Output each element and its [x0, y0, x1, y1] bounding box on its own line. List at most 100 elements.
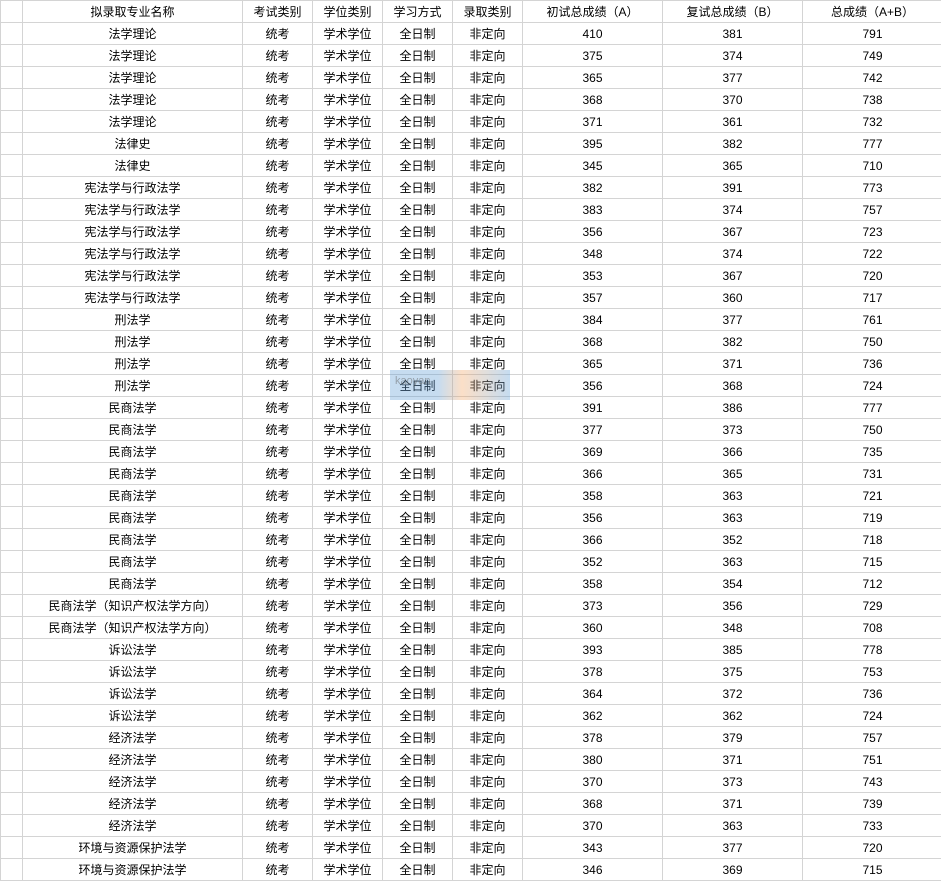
table-cell: 非定向	[453, 67, 523, 89]
table-row: 民商法学统考学术学位全日制非定向356363719	[1, 507, 941, 529]
table-row: 民商法学统考学术学位全日制非定向358363721	[1, 485, 941, 507]
header-score-b: 复试总成绩（B）	[663, 1, 803, 23]
table-cell: 非定向	[453, 639, 523, 661]
table-cell: 非定向	[453, 23, 523, 45]
table-cell: 民商法学（知识产权法学方向）	[23, 617, 243, 639]
table-cell: 统考	[243, 177, 313, 199]
table-cell: 368	[523, 331, 663, 353]
row-header	[1, 529, 23, 551]
table-cell: 民商法学	[23, 573, 243, 595]
table-cell: 348	[523, 243, 663, 265]
table-header-row: 拟录取专业名称 考试类别 学位类别 学习方式 录取类别 初试总成绩（A） 复试总…	[1, 1, 941, 23]
table-cell: 学术学位	[313, 309, 383, 331]
table-cell: 非定向	[453, 89, 523, 111]
header-major: 拟录取专业名称	[23, 1, 243, 23]
table-cell: 学术学位	[313, 331, 383, 353]
table-cell: 367	[663, 221, 803, 243]
table-cell: 统考	[243, 309, 313, 331]
row-header	[1, 309, 23, 331]
table-cell: 362	[523, 705, 663, 727]
table-cell: 统考	[243, 419, 313, 441]
header-score-a: 初试总成绩（A）	[523, 1, 663, 23]
table-cell: 719	[803, 507, 941, 529]
table-cell: 353	[523, 265, 663, 287]
table-cell: 民商法学	[23, 463, 243, 485]
table-cell: 全日制	[383, 177, 453, 199]
table-cell: 统考	[243, 617, 313, 639]
table-cell: 365	[663, 463, 803, 485]
table-cell: 717	[803, 287, 941, 309]
table-cell: 统考	[243, 573, 313, 595]
table-cell: 721	[803, 485, 941, 507]
table-cell: 731	[803, 463, 941, 485]
table-row: 环境与资源保护法学统考学术学位全日制非定向343377720	[1, 837, 941, 859]
table-cell: 356	[523, 375, 663, 397]
table-cell: 诉讼法学	[23, 705, 243, 727]
table-cell: 全日制	[383, 67, 453, 89]
table-cell: 384	[523, 309, 663, 331]
row-header	[1, 507, 23, 529]
table-cell: 学术学位	[313, 463, 383, 485]
table-row: 宪法学与行政法学统考学术学位全日制非定向348374722	[1, 243, 941, 265]
table-cell: 357	[523, 287, 663, 309]
row-header	[1, 89, 23, 111]
table-cell: 诉讼法学	[23, 661, 243, 683]
table-cell: 学术学位	[313, 573, 383, 595]
row-header	[1, 243, 23, 265]
admission-table: 拟录取专业名称 考试类别 学位类别 学习方式 录取类别 初试总成绩（A） 复试总…	[0, 0, 941, 881]
table-cell: 366	[523, 463, 663, 485]
table-cell: 统考	[243, 749, 313, 771]
table-cell: 410	[523, 23, 663, 45]
row-header	[1, 727, 23, 749]
table-row: 宪法学与行政法学统考学术学位全日制非定向357360717	[1, 287, 941, 309]
table-cell: 法律史	[23, 155, 243, 177]
row-header	[1, 617, 23, 639]
table-row: 经济法学统考学术学位全日制非定向368371739	[1, 793, 941, 815]
table-cell: 751	[803, 749, 941, 771]
table-cell: 750	[803, 331, 941, 353]
table-cell: 381	[663, 23, 803, 45]
row-header	[1, 705, 23, 727]
table-row: 民商法学统考学术学位全日制非定向352363715	[1, 551, 941, 573]
table-row: 民商法学统考学术学位全日制非定向391386777	[1, 397, 941, 419]
table-cell: 学术学位	[313, 45, 383, 67]
table-cell: 733	[803, 815, 941, 837]
table-row: 民商法学统考学术学位全日制非定向369366735	[1, 441, 941, 463]
table-cell: 非定向	[453, 771, 523, 793]
table-row: 法律史统考学术学位全日制非定向395382777	[1, 133, 941, 155]
table-cell: 356	[523, 221, 663, 243]
table-row: 刑法学统考学术学位全日制非定向356368724	[1, 375, 941, 397]
table-cell: 统考	[243, 243, 313, 265]
table-cell: 统考	[243, 529, 313, 551]
table-cell: 366	[663, 441, 803, 463]
table-cell: 法学理论	[23, 45, 243, 67]
table-cell: 352	[663, 529, 803, 551]
table-cell: 371	[663, 353, 803, 375]
table-row: 法律史统考学术学位全日制非定向345365710	[1, 155, 941, 177]
table-cell: 非定向	[453, 463, 523, 485]
table-cell: 统考	[243, 287, 313, 309]
table-cell: 学术学位	[313, 617, 383, 639]
table-cell: 统考	[243, 221, 313, 243]
table-cell: 370	[523, 771, 663, 793]
table-row: 民商法学统考学术学位全日制非定向358354712	[1, 573, 941, 595]
row-header	[1, 287, 23, 309]
table-cell: 724	[803, 375, 941, 397]
table-cell: 学术学位	[313, 507, 383, 529]
table-cell: 统考	[243, 815, 313, 837]
table-cell: 全日制	[383, 441, 453, 463]
table-cell: 非定向	[453, 287, 523, 309]
table-row: 环境与资源保护法学统考学术学位全日制非定向346369715	[1, 859, 941, 881]
table-cell: 753	[803, 661, 941, 683]
table-cell: 刑法学	[23, 309, 243, 331]
table-cell: 370	[663, 89, 803, 111]
table-cell: 学术学位	[313, 353, 383, 375]
table-cell: 环境与资源保护法学	[23, 859, 243, 881]
table-cell: 民商法学（知识产权法学方向）	[23, 595, 243, 617]
table-cell: 宪法学与行政法学	[23, 199, 243, 221]
row-header	[1, 573, 23, 595]
row-header	[1, 155, 23, 177]
table-cell: 全日制	[383, 485, 453, 507]
table-cell: 民商法学	[23, 485, 243, 507]
table-cell: 391	[523, 397, 663, 419]
